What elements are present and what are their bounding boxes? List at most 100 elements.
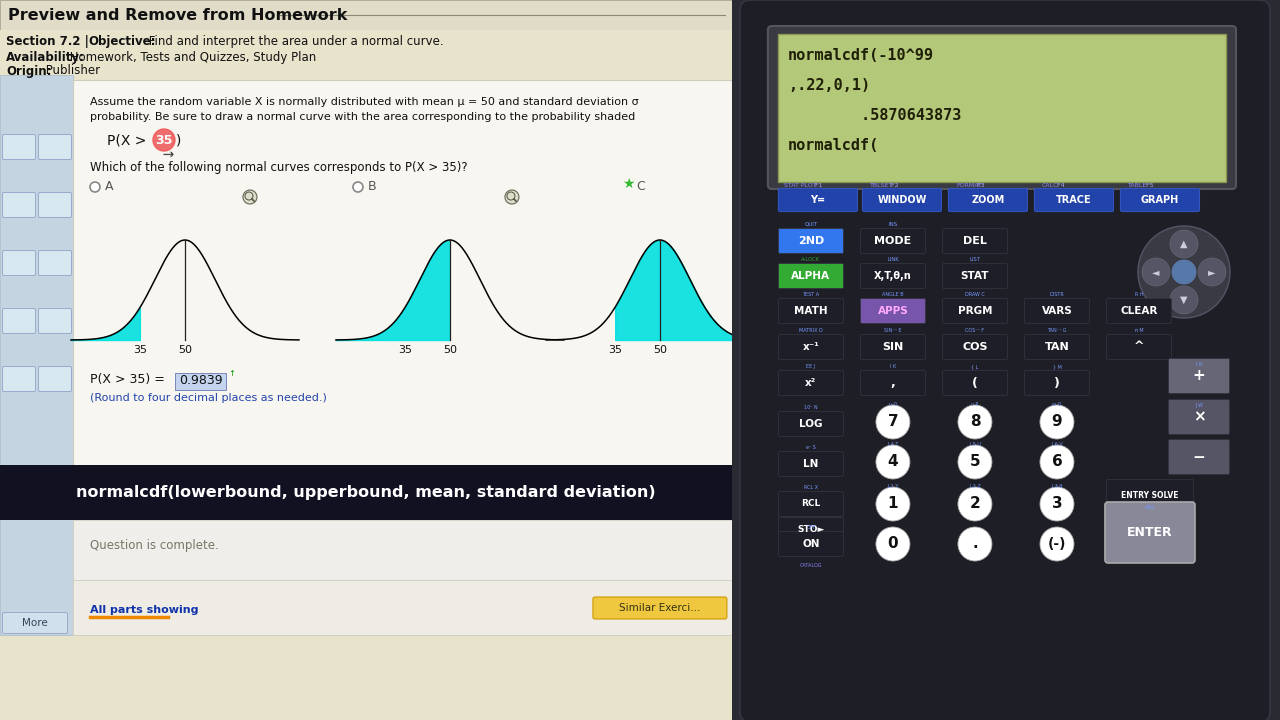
Text: MATRIX D: MATRIX D [799, 328, 823, 333]
Text: ↑: ↑ [228, 369, 236, 378]
Circle shape [243, 190, 257, 204]
Text: ): ) [175, 133, 182, 147]
Circle shape [1198, 258, 1226, 286]
FancyBboxPatch shape [0, 465, 732, 520]
Circle shape [1170, 286, 1198, 314]
Circle shape [1039, 405, 1074, 439]
Text: Question is complete.: Question is complete. [90, 539, 219, 552]
Text: 35: 35 [398, 345, 412, 355]
Text: Publisher: Publisher [42, 65, 100, 78]
Text: FORMAT: FORMAT [956, 183, 982, 188]
Text: VARS: VARS [1042, 306, 1073, 316]
Text: TABLE: TABLE [1128, 183, 1147, 188]
FancyBboxPatch shape [948, 189, 1028, 212]
Text: GRAPH: GRAPH [1140, 195, 1179, 205]
Text: CLEAR: CLEAR [1120, 306, 1157, 316]
Text: LIST: LIST [969, 257, 980, 262]
Circle shape [353, 182, 364, 192]
Text: F1: F1 [813, 183, 822, 188]
FancyBboxPatch shape [942, 371, 1007, 395]
Text: F5: F5 [1144, 183, 1153, 188]
Text: Homework, Tests and Quizzes, Study Plan: Homework, Tests and Quizzes, Study Plan [67, 50, 316, 63]
FancyBboxPatch shape [3, 613, 68, 634]
Circle shape [504, 190, 518, 204]
FancyBboxPatch shape [0, 0, 732, 30]
FancyBboxPatch shape [38, 308, 72, 333]
FancyBboxPatch shape [778, 34, 1226, 182]
Text: Origin:: Origin: [6, 65, 51, 78]
Text: 1: 1 [888, 497, 899, 511]
FancyBboxPatch shape [3, 192, 36, 217]
FancyBboxPatch shape [942, 299, 1007, 323]
Text: Objective:: Objective: [88, 35, 155, 48]
FancyBboxPatch shape [0, 75, 73, 635]
Text: ENTER: ENTER [1128, 526, 1172, 539]
Text: F4: F4 [1055, 183, 1065, 188]
Text: −: − [1193, 449, 1206, 464]
Text: Preview and Remove from Homework: Preview and Remove from Homework [8, 7, 347, 22]
Text: X,T,θ,n: X,T,θ,n [874, 271, 911, 281]
Text: ANS: ANS [1144, 505, 1155, 510]
Text: 7: 7 [887, 415, 899, 430]
FancyBboxPatch shape [3, 366, 36, 392]
Text: L4 T: L4 T [888, 442, 899, 447]
Text: More: More [22, 618, 47, 628]
FancyBboxPatch shape [778, 228, 844, 253]
Text: L2 Z: L2 Z [969, 484, 980, 489]
Text: eˣ S: eˣ S [806, 445, 815, 450]
FancyBboxPatch shape [3, 251, 36, 276]
Circle shape [957, 405, 992, 439]
Text: LN: LN [804, 459, 819, 469]
Text: 3: 3 [1052, 497, 1062, 511]
FancyBboxPatch shape [942, 228, 1007, 253]
Text: PRGM: PRGM [957, 306, 992, 316]
Circle shape [1039, 527, 1074, 561]
Text: normalcdf(lowerbound, upperbound, mean, standard deviation): normalcdf(lowerbound, upperbound, mean, … [76, 485, 655, 500]
Text: Section 7.2 |: Section 7.2 | [6, 35, 93, 48]
Text: DRAW C: DRAW C [965, 292, 984, 297]
FancyBboxPatch shape [778, 264, 844, 289]
FancyBboxPatch shape [778, 412, 844, 436]
FancyBboxPatch shape [593, 597, 727, 619]
Text: F3: F3 [975, 183, 984, 188]
FancyBboxPatch shape [942, 335, 1007, 359]
Text: STAT: STAT [961, 271, 989, 281]
Circle shape [90, 182, 100, 192]
Text: ◄: ◄ [1152, 267, 1160, 277]
Text: Similar Exerci...: Similar Exerci... [620, 603, 700, 613]
Text: ^: ^ [1134, 341, 1144, 354]
FancyBboxPatch shape [1169, 359, 1230, 394]
Circle shape [876, 527, 910, 561]
Circle shape [1138, 226, 1230, 318]
Circle shape [876, 445, 910, 479]
Text: ▲: ▲ [1180, 239, 1188, 249]
FancyBboxPatch shape [73, 580, 732, 635]
Circle shape [1039, 445, 1074, 479]
Text: 0.9839: 0.9839 [179, 374, 223, 387]
Text: INS: INS [888, 222, 897, 227]
Text: 6: 6 [1052, 454, 1062, 469]
FancyBboxPatch shape [863, 189, 942, 212]
Text: 0: 0 [887, 536, 899, 552]
Text: 8: 8 [970, 415, 980, 430]
Text: MATH: MATH [794, 306, 828, 316]
FancyBboxPatch shape [778, 451, 844, 477]
Text: Availability:: Availability: [6, 50, 84, 63]
Text: Find and interpret the area under a normal curve.: Find and interpret the area under a norm… [145, 35, 444, 48]
Text: RCL: RCL [801, 500, 820, 508]
FancyBboxPatch shape [778, 299, 844, 323]
Text: (Round to four decimal places as needed.): (Round to four decimal places as needed.… [90, 393, 326, 403]
FancyBboxPatch shape [3, 135, 36, 160]
Text: P(X > 35) =: P(X > 35) = [90, 374, 169, 387]
FancyBboxPatch shape [0, 0, 732, 720]
Text: 50: 50 [653, 345, 667, 355]
Text: (: ( [972, 377, 978, 390]
FancyBboxPatch shape [73, 80, 732, 635]
Text: ENTRY SOLVE: ENTRY SOLVE [1121, 492, 1179, 500]
Text: TBLSET: TBLSET [870, 183, 893, 188]
Text: 50: 50 [178, 345, 192, 355]
FancyBboxPatch shape [1106, 480, 1193, 513]
FancyBboxPatch shape [778, 492, 844, 516]
FancyBboxPatch shape [1024, 371, 1089, 395]
Text: 35: 35 [608, 345, 622, 355]
